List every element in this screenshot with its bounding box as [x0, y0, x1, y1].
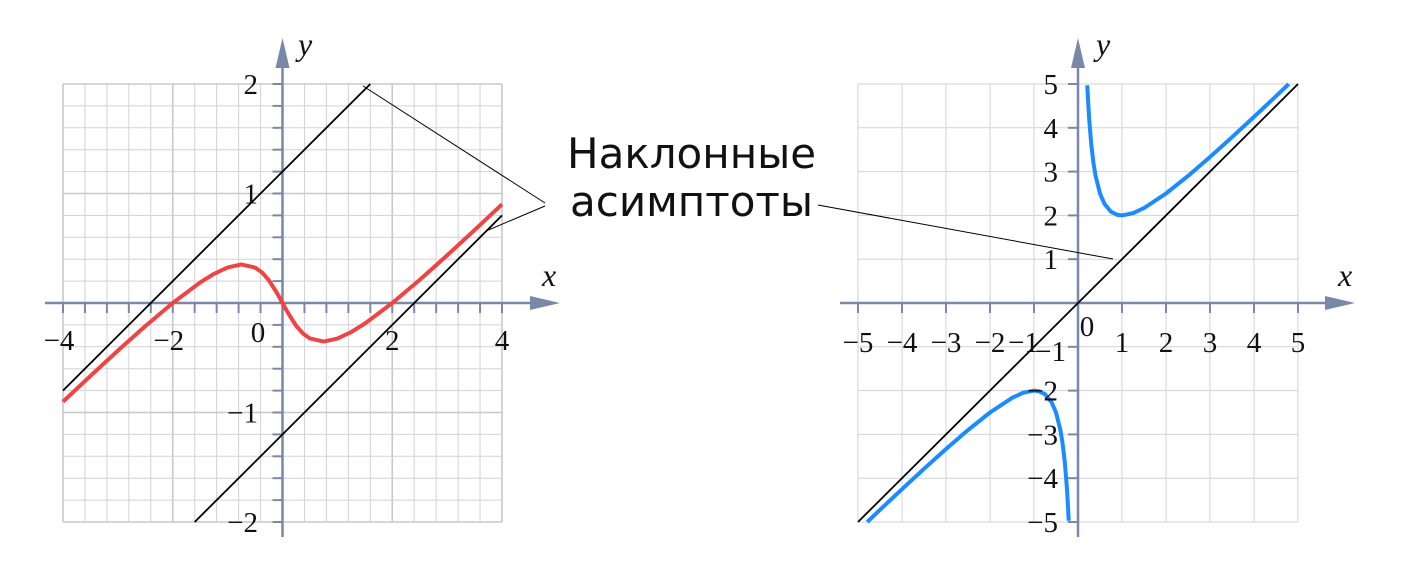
x-tick-label: 4: [1247, 327, 1262, 359]
x-tick-label: −4: [887, 327, 918, 359]
x-tick-label: −4: [44, 325, 75, 357]
y-tick-label: 1: [1044, 244, 1059, 276]
y-tick-label: 4: [1044, 113, 1059, 145]
x-axis-label: x: [541, 257, 556, 293]
y-axis-label: y: [295, 26, 313, 62]
y-axis-arrow-icon: [275, 38, 290, 68]
y-tick-label: 5: [1044, 69, 1059, 101]
y-tick-label: −2: [227, 507, 258, 539]
asymptote-line: [194, 214, 503, 523]
origin-label: 0: [251, 317, 266, 349]
function-curve: [865, 388, 1071, 524]
y-tick-label: −2: [1027, 376, 1058, 408]
function-curve: [61, 202, 504, 404]
annotation-line-2: асимптоты: [570, 177, 813, 226]
asymptote-line: [62, 83, 371, 392]
x-tick-label: 1: [1115, 327, 1130, 359]
leader-line: [485, 205, 546, 232]
x-axis-arrow-icon: [1325, 296, 1355, 310]
function-curve: [1085, 82, 1291, 218]
left-plot: −4 −2 2 4 0 2 1 −1 −2 x y: [44, 26, 560, 539]
x-tick-label: 3: [1203, 327, 1218, 359]
y-axis-arrow-icon: [1071, 38, 1085, 68]
x-tick-label: 2: [1159, 327, 1174, 359]
y-tick-label: 2: [244, 69, 259, 101]
y-tick-label: 3: [1044, 157, 1059, 189]
y-tick-label: −1: [227, 398, 258, 430]
y-axis-label: y: [1093, 26, 1111, 62]
x-axis-arrow-icon: [530, 296, 560, 310]
x-tick-label: −5: [843, 327, 874, 359]
y-tick-label: 1: [244, 179, 259, 211]
y-tick-label: 2: [1044, 200, 1059, 232]
origin-label: 0: [1080, 311, 1095, 343]
x-tick-label: 4: [495, 325, 510, 357]
leader-line: [817, 204, 1114, 260]
y-tick-label: −5: [1027, 507, 1058, 539]
x-tick-label: 5: [1291, 327, 1306, 359]
x-tick-label: −2: [153, 325, 184, 357]
annotation-line-1: Наклонные: [567, 129, 816, 178]
y-tick-label: −4: [1027, 463, 1058, 495]
y-tick-label: −3: [1027, 419, 1058, 451]
x-tick-label: −1: [1008, 327, 1039, 359]
x-tick-label: 2: [385, 325, 400, 357]
annotation: Наклонные асимптоты: [362, 85, 1114, 260]
x-axis-label: x: [1337, 257, 1352, 293]
y-tick-label: −1: [1035, 336, 1066, 368]
leader-line: [362, 85, 546, 204]
x-tick-label: −2: [975, 327, 1006, 359]
asymptote-line: [857, 83, 1299, 523]
x-tick-label: −3: [931, 327, 962, 359]
